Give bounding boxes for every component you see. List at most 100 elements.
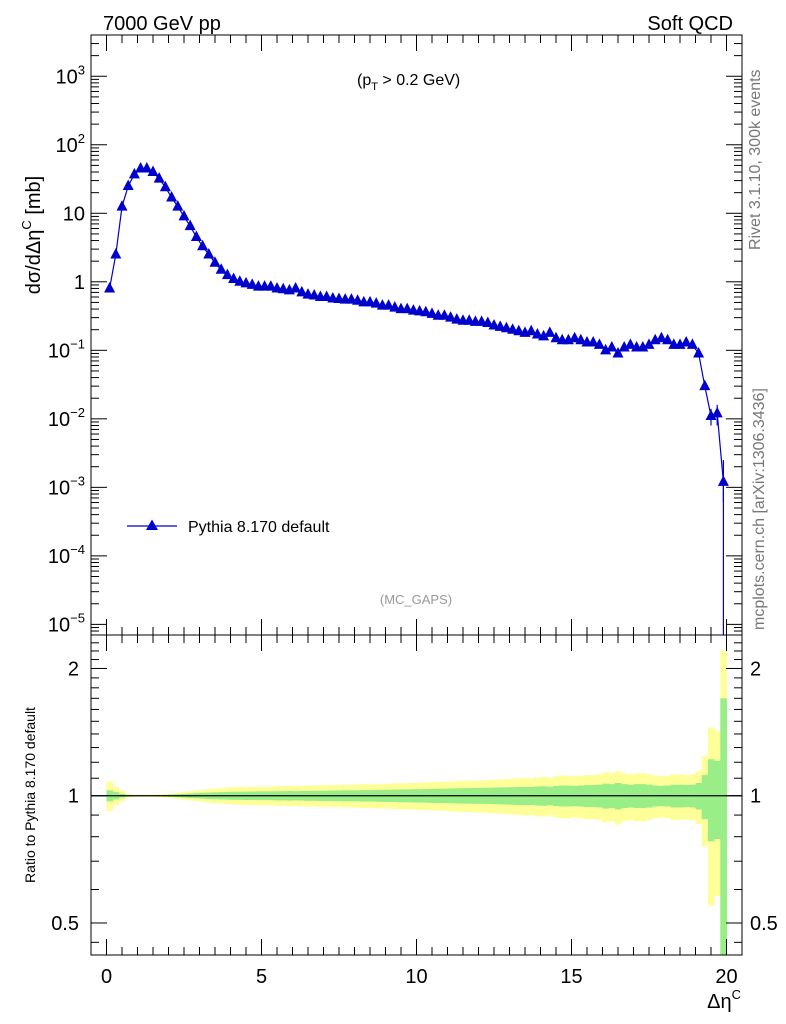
- data-point: [544, 326, 556, 337]
- data-point: [122, 179, 134, 191]
- ratio-inner-band: [720, 698, 727, 955]
- data-point: [166, 190, 178, 202]
- data-point: [383, 299, 395, 310]
- ratio-bands: [106, 650, 727, 955]
- main-y-tick-label: 103: [56, 62, 85, 88]
- data-point: [488, 319, 500, 330]
- data-point: [606, 340, 618, 352]
- data-point: [240, 276, 252, 288]
- ratio-y-axis: 0.5 0.5 1 1 2 2: [51, 642, 778, 943]
- data-point: [147, 165, 159, 177]
- ratio-y-tick-label-right: 2: [750, 658, 761, 680]
- main-y-tick-label: 1: [74, 272, 85, 294]
- data-point: [209, 256, 221, 267]
- ratio-y-tick-label-right: 0.5: [750, 913, 778, 935]
- ratio-ylabel: Ratio to Pythia 8.170 default: [22, 707, 38, 883]
- data-point: [116, 200, 128, 211]
- x-axis-label: ΔηC: [707, 987, 741, 1013]
- data-point: [203, 248, 215, 259]
- main-y-tick-label: 10−2: [48, 405, 85, 431]
- data-point: [159, 180, 171, 192]
- data-point: [438, 309, 450, 320]
- data-point: [482, 316, 494, 328]
- data-point: [370, 297, 382, 308]
- header-right: Soft QCD: [647, 13, 733, 35]
- data-point: [445, 311, 457, 322]
- main-ylabel: dσ/dΔηC [mb]: [19, 176, 45, 294]
- header-left: 7000 GeV pp: [103, 13, 221, 35]
- data-point: [612, 346, 624, 358]
- x-tick-label: 15: [560, 966, 582, 988]
- main-x-axis-ticks: [90, 35, 743, 635]
- x-tick-label: 0: [101, 966, 112, 988]
- data-point: [550, 331, 562, 343]
- data-point: [655, 331, 667, 343]
- data-point: [178, 209, 190, 221]
- data-point: [389, 301, 401, 312]
- data-point: [587, 336, 599, 347]
- data-point: [538, 329, 550, 341]
- cut-annotation: (pT > 0.2 GeV): [357, 72, 460, 93]
- data-point: [494, 320, 506, 331]
- data-point: [265, 280, 277, 291]
- data-point: [426, 307, 438, 318]
- data-point: [600, 343, 612, 355]
- data-point: [513, 324, 525, 336]
- data-point: [308, 289, 320, 300]
- data-point: [525, 324, 537, 336]
- ratio-inner-band: [707, 759, 715, 842]
- data-point: [153, 172, 165, 183]
- data-point: [290, 281, 302, 293]
- legend-label: Pythia 8.170 default: [188, 519, 330, 536]
- data-point: [624, 338, 636, 349]
- mcplots-label: mcplots.cern.ch [arXiv:1306.3436]: [751, 388, 768, 630]
- ratio-inner-band: [714, 760, 721, 840]
- data-point: [190, 230, 202, 242]
- data-point: [184, 219, 196, 231]
- legend-marker: [146, 519, 158, 530]
- data-point: [197, 239, 209, 251]
- data-point: [686, 338, 698, 349]
- data-point: [401, 302, 413, 314]
- ratio-y-tick-label: 1: [68, 786, 79, 808]
- main-y-tick-label: 10−1: [48, 336, 85, 362]
- watermark: (MC_GAPS): [380, 592, 452, 607]
- x-tick-label: 10: [405, 966, 427, 988]
- legend: Pythia 8.170 default: [127, 519, 330, 536]
- data-point: [643, 338, 655, 349]
- main-y-tick-label: 10−3: [48, 473, 85, 499]
- data-point: [110, 248, 122, 259]
- data-point: [228, 272, 240, 283]
- ratio-x-axis: 0 5 10 15 20: [90, 635, 743, 988]
- main-y-tick-label: 10: [63, 203, 85, 225]
- data-point: [593, 338, 605, 349]
- data-point: [246, 278, 258, 289]
- data-point: [234, 275, 246, 286]
- main-panel-frame: [90, 34, 743, 636]
- ratio-y-tick-label-right: 1: [750, 786, 761, 808]
- data-point: [420, 305, 432, 317]
- ratio-y-tick-label: 0.5: [51, 913, 79, 935]
- data-point: [128, 167, 140, 179]
- ratio-y-tick-label: 2: [68, 658, 79, 680]
- data-point: [575, 333, 587, 345]
- data-point: [141, 162, 153, 173]
- data-point: [717, 475, 729, 486]
- data-point: [321, 290, 333, 302]
- rivet-label: Rivet 3.1.10, 300k events: [747, 69, 764, 250]
- data-point: [507, 323, 519, 334]
- data-point: [104, 281, 116, 293]
- data-point: [296, 285, 308, 297]
- data-point: [352, 294, 364, 305]
- data-point: [500, 321, 512, 333]
- data-point: [172, 200, 184, 211]
- data-point: [569, 331, 581, 343]
- main-series: [104, 162, 729, 635]
- data-point: [215, 263, 227, 274]
- data-point: [221, 268, 233, 280]
- main-y-tick-label: 102: [56, 131, 85, 157]
- series-line: [109, 167, 724, 482]
- data-point: [711, 406, 723, 418]
- data-point: [693, 346, 705, 358]
- data-point: [680, 336, 692, 347]
